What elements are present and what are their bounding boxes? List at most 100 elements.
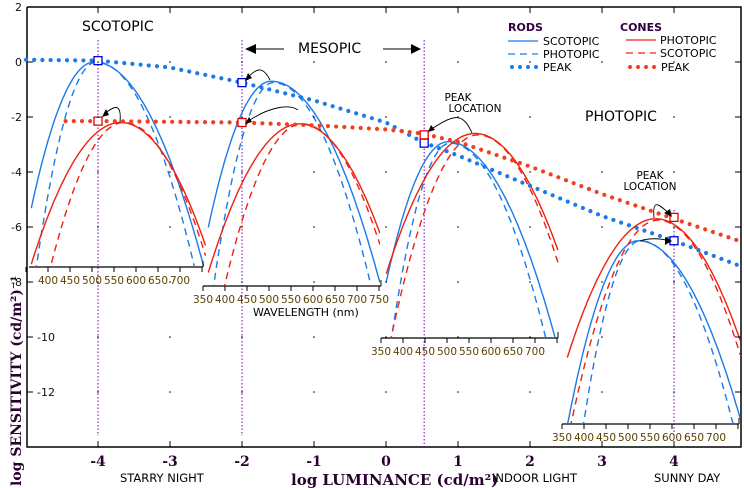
grid-dot xyxy=(169,61,171,63)
grid-dot xyxy=(313,116,315,118)
cone-peak-marker xyxy=(419,130,429,140)
legend: RODS CONES SCOTOPIC PHOTOPIC PEAK PHOTOP… xyxy=(508,21,717,74)
spectrum-curve-rod-photopic xyxy=(582,240,734,423)
x-annotation-starry-night: STARRY NIGHT xyxy=(120,471,205,485)
wavelength-tick-label: 450 xyxy=(237,294,257,306)
grid-dot xyxy=(385,171,387,173)
grid-dot xyxy=(241,281,243,283)
y-tick-label: 2 xyxy=(15,1,22,14)
grid-dot xyxy=(169,336,171,338)
spectrum-curve-cone-photopic xyxy=(30,121,206,265)
grid-dot xyxy=(97,171,99,173)
wavelength-tick-label: 700 xyxy=(525,346,545,358)
spectrum-curve-cone-scotopic xyxy=(223,123,380,285)
wavelength-tick-label: 450 xyxy=(415,346,435,358)
y-tick-label: -8 xyxy=(11,276,22,289)
peak-location-label-1a: PEAK xyxy=(444,92,472,104)
rod-peak-marker xyxy=(419,138,429,148)
wavelength-tick-label: 400 xyxy=(393,346,413,358)
grid-dot xyxy=(601,61,603,63)
wavelength-tick-label: 600 xyxy=(303,294,323,306)
wavelength-tick-label: 450 xyxy=(596,432,616,444)
y-tick-label: -6 xyxy=(11,221,22,234)
wavelength-tick-label: 500 xyxy=(82,275,102,287)
wavelength-tick-label: 650 xyxy=(148,275,168,287)
rod-peak-marker xyxy=(237,77,247,88)
wavelength-tick-label: 650 xyxy=(503,346,523,358)
x-tick-label: -3 xyxy=(162,454,178,470)
grid-dot xyxy=(529,281,531,283)
region-scotopic-label: SCOTOPIC xyxy=(82,19,154,35)
mesopic-left-arrow xyxy=(245,44,284,54)
grid-dot xyxy=(385,336,387,338)
wavelength-axis: 350 400 450 500 550 600 650 700 xyxy=(371,332,559,358)
wavelength-tick-label: 600 xyxy=(662,432,682,444)
grid-dot xyxy=(385,226,387,228)
spectrum-curve-cone-scotopic xyxy=(390,134,559,337)
grid-dot xyxy=(601,391,603,393)
spectrum-curve-rod-scotopic xyxy=(207,80,380,283)
grid-dot xyxy=(241,116,243,118)
grid-dot xyxy=(385,61,387,63)
legend-cones-title: CONES xyxy=(620,21,662,34)
grid-dot xyxy=(241,226,243,228)
peak-location-label-2b: LOCATION xyxy=(623,181,676,193)
grid-dot xyxy=(601,226,603,228)
grid-dot xyxy=(601,171,603,173)
grid-dot xyxy=(601,116,603,118)
grid-dot xyxy=(169,226,171,228)
spectrum-curve-cone-scotopic xyxy=(49,121,206,266)
grid-dot xyxy=(241,171,243,173)
wavelength-tick-label: 600 xyxy=(481,346,501,358)
grid-dot xyxy=(673,116,675,118)
grid-dot xyxy=(385,116,387,118)
grid-dot xyxy=(313,61,315,63)
spectrum-curve-rod-scotopic xyxy=(567,240,741,423)
mesopic-right-arrow xyxy=(383,44,421,54)
wavelength-tick-label: 400 xyxy=(574,432,594,444)
spectrum-curve-cone-photopic xyxy=(385,132,559,275)
x-annotation-indoor-light: INDOOR LIGHT xyxy=(492,471,578,485)
grid-dot xyxy=(385,391,387,393)
grid-dot xyxy=(313,226,315,228)
grid-dot xyxy=(457,391,459,393)
grid-dot xyxy=(385,281,387,283)
grid-dot xyxy=(97,391,99,393)
pointer-arrowheads xyxy=(102,73,672,245)
grid-dot xyxy=(169,171,171,173)
grid-dot xyxy=(457,171,459,173)
grid-dot xyxy=(673,281,675,283)
grid-dot xyxy=(673,336,675,338)
wavelength-tick-label: 400 xyxy=(215,294,235,306)
wavelength-tick-label: 550 xyxy=(459,346,479,358)
grid-dot xyxy=(313,281,315,283)
grid-dot xyxy=(313,391,315,393)
y-tick-label: -2 xyxy=(11,111,22,124)
grid-dot xyxy=(529,391,531,393)
wavelength-axis: 350 400 450 500 550 600 650 700 750 xyxy=(193,280,389,306)
grid-dot xyxy=(529,336,531,338)
rods-peak-line xyxy=(23,57,741,268)
wavelength-tick-label: 650 xyxy=(325,294,345,306)
grid-dot xyxy=(457,281,459,283)
cone-peak-marker xyxy=(669,212,679,223)
x-annotation-sunny-day: SUNNY DAY xyxy=(654,471,721,485)
grid-dot xyxy=(241,391,243,393)
x-axis-label: log LUMINANCE (cd/m²) xyxy=(291,471,498,488)
cone-peak-marker xyxy=(93,116,103,126)
wavelength-tick-label: 550 xyxy=(281,294,301,306)
spectra-panel xyxy=(385,132,559,337)
plot-frame xyxy=(26,6,742,448)
wavelength-tick-label: 600 xyxy=(126,275,146,287)
spectra-panel xyxy=(30,61,206,266)
y-tick-label: -10 xyxy=(37,331,55,344)
wavelength-tick-label: 550 xyxy=(104,275,124,287)
grid-dot xyxy=(601,281,603,283)
grid-dot xyxy=(673,171,675,173)
grid-dot xyxy=(97,61,99,63)
grid-dot xyxy=(601,336,603,338)
grid-dot xyxy=(673,61,675,63)
x-tick-label: 0 xyxy=(381,454,391,470)
y-tick-label: -4 xyxy=(11,166,22,179)
